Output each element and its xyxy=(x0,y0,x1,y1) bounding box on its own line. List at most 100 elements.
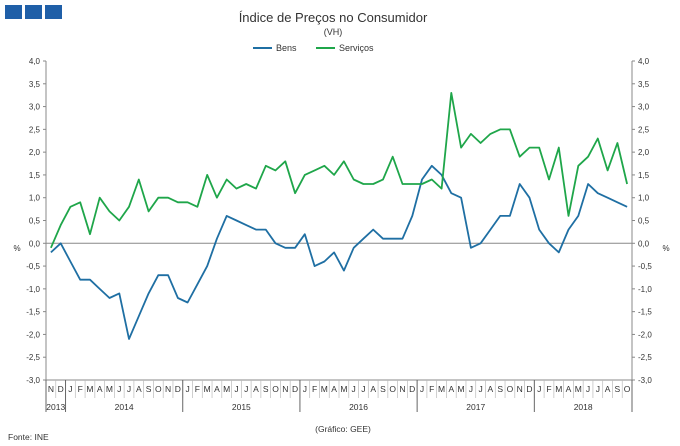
logo-block-3 xyxy=(45,5,62,19)
month-label: J xyxy=(303,384,307,394)
y-tick-label-left: -2,0 xyxy=(26,330,40,339)
y-tick-label-left: -1,5 xyxy=(26,308,40,317)
month-label: J xyxy=(586,384,590,394)
legend: Bens Serviços xyxy=(253,43,374,53)
month-label: A xyxy=(566,384,572,394)
month-label: F xyxy=(78,384,83,394)
month-label: O xyxy=(389,384,396,394)
month-label: J xyxy=(478,384,482,394)
y-tick-label-left: 2,0 xyxy=(29,148,41,157)
month-label: J xyxy=(420,384,424,394)
month-label: A xyxy=(97,384,103,394)
credit-note: (Gráfico: GEE) xyxy=(315,424,371,434)
month-label: J xyxy=(127,384,131,394)
month-label: J xyxy=(234,384,238,394)
series-layer xyxy=(50,92,628,340)
y-tick-label-left: 1,0 xyxy=(29,194,41,203)
series-line-servicos xyxy=(50,92,628,249)
logo-block-1 xyxy=(5,5,22,19)
month-label: J xyxy=(117,384,121,394)
month-label: A xyxy=(605,384,611,394)
y-tick-label-left: -1,0 xyxy=(26,285,40,294)
y-tick-label-right: 0,0 xyxy=(638,239,650,248)
month-label: D xyxy=(58,384,64,394)
month-label: N xyxy=(48,384,54,394)
y-tick-label-left: 3,0 xyxy=(29,103,41,112)
month-label: D xyxy=(175,384,181,394)
year-label: 2015 xyxy=(232,402,251,412)
month-label: O xyxy=(624,384,631,394)
year-label: 2014 xyxy=(115,402,134,412)
month-label: F xyxy=(429,384,434,394)
y-tick-label-right: -2,5 xyxy=(638,353,652,362)
month-label: M xyxy=(321,384,328,394)
month-label: J xyxy=(596,384,600,394)
month-label: M xyxy=(438,384,445,394)
month-label: M xyxy=(340,384,347,394)
month-label: J xyxy=(361,384,365,394)
y-tick-label-left: 3,5 xyxy=(29,80,41,89)
year-label: 2016 xyxy=(349,402,368,412)
y-tick-label-right: 0,5 xyxy=(638,217,650,226)
y-tick-label-right: -1,0 xyxy=(638,285,652,294)
month-label: S xyxy=(380,384,386,394)
month-label: A xyxy=(448,384,454,394)
month-label: N xyxy=(282,384,288,394)
month-label: D xyxy=(409,384,415,394)
y-tick-label-left: 4,0 xyxy=(29,57,41,66)
y-tick-label-right: -0,5 xyxy=(638,262,652,271)
y-tick-label-left: -0,5 xyxy=(26,262,40,271)
y-tick-label-right: 3,5 xyxy=(638,80,650,89)
month-label: N xyxy=(399,384,405,394)
chart-subtitle: (VH) xyxy=(324,27,343,37)
month-label: M xyxy=(204,384,211,394)
month-label: F xyxy=(312,384,317,394)
month-label: A xyxy=(370,384,376,394)
y-tick-label-right: 3,0 xyxy=(638,103,650,112)
y-tick-label-right: -3,0 xyxy=(638,376,652,385)
legend-label-bens: Bens xyxy=(276,43,297,53)
month-label: J xyxy=(352,384,356,394)
year-label: 2017 xyxy=(466,402,485,412)
y-tick-label-left: 0,0 xyxy=(29,239,41,248)
y-tick-label-right: 1,0 xyxy=(638,194,650,203)
month-label: J xyxy=(185,384,189,394)
axes: -3,0 -3,0 -2,5 -2,5 -2,0 -2,0 -1,5 -1,5 -1,0 -1,0… xyxy=(26,57,652,412)
month-label: S xyxy=(497,384,503,394)
month-label: A xyxy=(136,384,142,394)
month-label: M xyxy=(223,384,230,394)
month-label: A xyxy=(214,384,220,394)
y-tick-label-left: 1,5 xyxy=(29,171,41,180)
source-note: Fonte: INE xyxy=(8,432,49,442)
month-label: A xyxy=(331,384,337,394)
month-label: M xyxy=(575,384,582,394)
month-label: M xyxy=(555,384,562,394)
logo-block-2 xyxy=(25,5,42,19)
series-line-bens xyxy=(50,164,628,340)
y-tick-label-right: 1,5 xyxy=(638,171,650,180)
y-tick-label-right: -2,0 xyxy=(638,330,652,339)
chart-title: Índice de Preços no Consumidor xyxy=(239,10,428,25)
y-tick-label-left: -3,0 xyxy=(26,376,40,385)
month-label: J xyxy=(537,384,541,394)
y-tick-label-right: 4,0 xyxy=(638,57,650,66)
y-tick-label-left: -2,5 xyxy=(26,353,40,362)
y-axis-label-left: % xyxy=(13,244,20,253)
month-label: F xyxy=(546,384,551,394)
year-label: 2013 xyxy=(46,402,65,412)
month-label: O xyxy=(272,384,279,394)
month-label: J xyxy=(469,384,473,394)
month-label: M xyxy=(106,384,113,394)
y-tick-label-left: 0,5 xyxy=(29,217,41,226)
month-label: J xyxy=(68,384,72,394)
y-tick-label-right: -1,5 xyxy=(638,308,652,317)
logo xyxy=(5,5,62,19)
month-label: N xyxy=(517,384,523,394)
y-tick-label-right: 2,0 xyxy=(638,148,650,157)
year-label: 2018 xyxy=(574,402,593,412)
y-tick-label-right: 2,5 xyxy=(638,125,650,134)
month-label: S xyxy=(263,384,269,394)
month-label: O xyxy=(507,384,514,394)
legend-label-servicos: Serviços xyxy=(339,43,374,53)
